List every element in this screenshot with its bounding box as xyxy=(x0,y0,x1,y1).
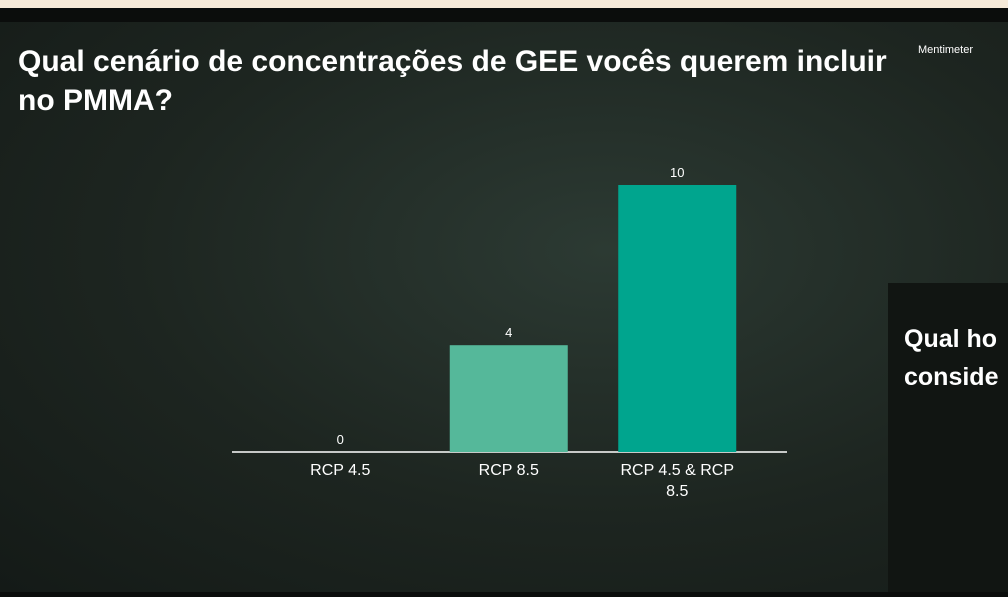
value-label: 0 xyxy=(310,432,370,447)
x-tick-label: RCP 8.5 xyxy=(444,460,574,481)
next-slide-title: conside xyxy=(904,363,998,392)
next-slide-title: Qual ho xyxy=(904,325,997,354)
screenshot: Qual cenário de concentrações de GEE voc… xyxy=(0,0,1008,597)
value-label: 4 xyxy=(479,325,539,340)
value-label: 10 xyxy=(647,165,707,180)
bar xyxy=(618,185,736,452)
next-slide-preview: Qual ho conside xyxy=(888,283,1008,592)
x-tick-label: RCP 4.5 xyxy=(275,460,405,481)
bar xyxy=(450,345,568,452)
chart xyxy=(0,0,1008,597)
x-tick-label: RCP 4.5 & RCP 8.5 xyxy=(612,460,742,502)
